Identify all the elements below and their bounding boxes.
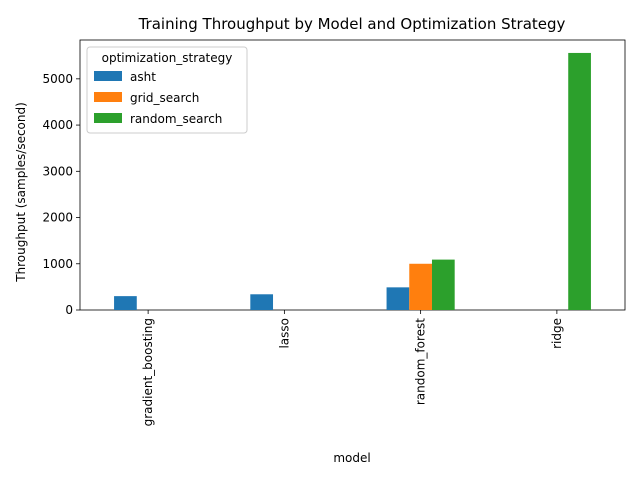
legend-label-random_search: random_search: [130, 112, 222, 126]
y-tick-label: 1000: [42, 257, 73, 271]
chart-title: Training Throughput by Model and Optimiz…: [138, 15, 566, 33]
x-tick-label: lasso: [277, 318, 291, 349]
y-tick-label: 5000: [42, 72, 73, 86]
y-tick-label: 4000: [42, 118, 73, 132]
x-tick-label: gradient_boosting: [141, 318, 155, 426]
plot-frame: [79, 39, 626, 311]
legend-swatch-random_search: [94, 113, 122, 123]
legend-swatch-asht: [94, 71, 122, 81]
x-axis: gradient_boosting lasso random_forest ridge: [141, 310, 564, 426]
x-tick-label: ridge: [550, 318, 564, 349]
bar-random_search-ridge: [568, 52, 591, 311]
x-axis-label: model: [333, 451, 370, 465]
y-axis: 0 1000 2000 3000 4000 5000: [42, 72, 80, 317]
legend-label-asht: asht: [130, 70, 156, 84]
legend-label-grid_search: grid_search: [130, 91, 199, 105]
y-tick-label: 0: [65, 303, 73, 317]
x-tick-label: random_forest: [414, 318, 428, 405]
bar-asht-gradient_boosting: [114, 296, 137, 310]
y-axis-label: Throughput (samples/second): [14, 102, 28, 283]
bars-group: [114, 52, 591, 311]
bar-asht-random_forest: [386, 287, 410, 310]
bar-random_search-random_forest: [431, 259, 455, 310]
legend-title: optimization_strategy: [102, 51, 233, 65]
legend-swatch-grid_search: [94, 92, 122, 102]
y-tick-label: 3000: [42, 164, 73, 178]
legend-box: [86, 46, 248, 134]
bar-asht-lasso: [250, 294, 274, 310]
plot-area: [79, 39, 626, 311]
y-tick-label: 2000: [42, 211, 73, 225]
bar-grid_search-random_forest: [409, 263, 432, 310]
